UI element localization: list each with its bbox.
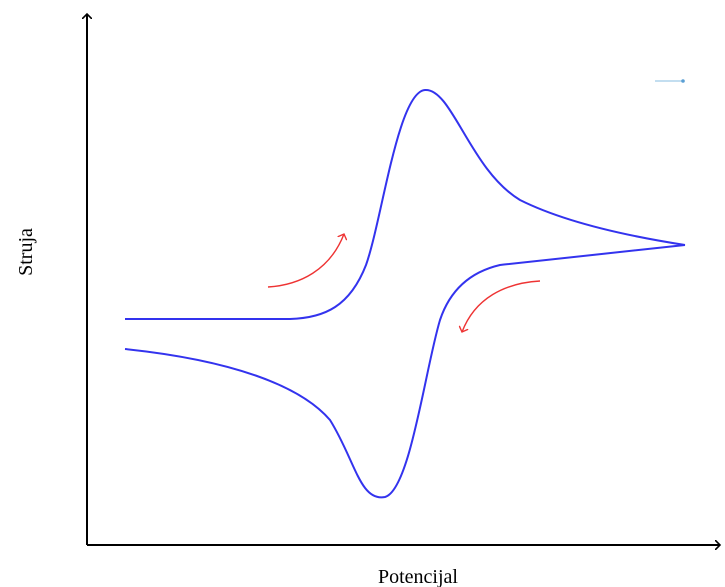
- forward-scan-curve: [125, 88, 686, 320]
- y-axis-label: Struja: [15, 228, 37, 276]
- reverse-scan-curve: [124, 244, 686, 499]
- reverse-direction-arrow: [462, 280, 541, 332]
- faint-mark-dot: [681, 79, 685, 83]
- forward-direction-arrow: [267, 234, 344, 288]
- x-axis-label: Potencijal: [378, 566, 458, 587]
